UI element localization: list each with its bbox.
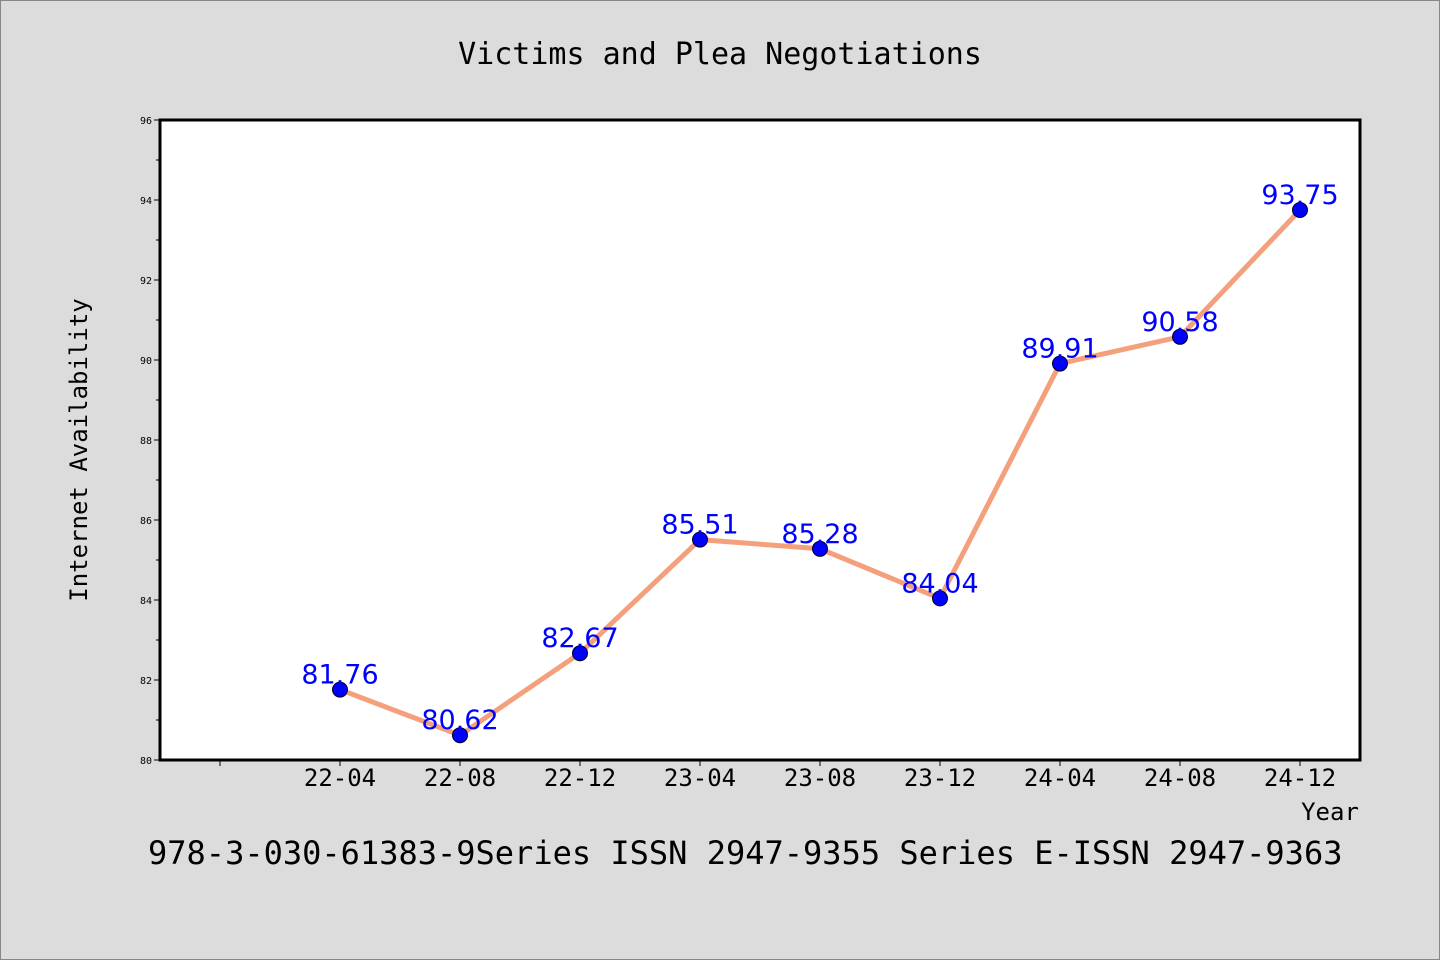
y-tick-label: 86 [140,516,152,527]
x-axis-label: Year [1301,798,1359,826]
data-label: 82.67 [541,623,618,654]
y-tick-label: 82 [140,676,152,687]
data-label: 84.04 [901,568,978,599]
y-tick-label: 96 [140,116,152,127]
x-tick-label: 22-08 [424,764,496,792]
data-point [1172,328,1188,345]
data-label: 80.62 [421,705,498,736]
y-axis: 80 82 84 86 88 90 92 94 96 [140,116,160,767]
data-label: 85.51 [661,510,738,541]
data-point [452,727,468,744]
x-tick-label: 22-12 [544,764,616,792]
y-tick-label: 88 [140,436,152,447]
series-group [332,202,1308,744]
footer-text: 978-3-030-61383-9Series ISSN 2947-9355 S… [148,834,1342,872]
y-tick-label: 94 [140,196,152,207]
x-tick-label: 23-12 [904,764,976,792]
chart-title: Victims and Plea Negotiations [458,37,982,72]
x-tick-label: 23-04 [664,764,736,792]
data-label: 81.76 [301,660,378,691]
y-tick-label: 90 [140,356,152,367]
x-tick-label: 22-04 [304,764,376,792]
x-tick-label: 24-12 [1264,764,1336,792]
data-point [1292,202,1308,218]
data-label: 85.28 [781,519,858,550]
data-label: 90.58 [1141,307,1218,338]
x-axis: 22-04 22-08 22-12 23-04 23-08 23-12 24-04 24-08… [219,760,1336,792]
data-point [1052,355,1068,372]
x-tick-label: 24-04 [1024,764,1096,792]
data-label: 89.91 [1021,334,1098,365]
x-tick-label: 23-08 [784,764,856,792]
data-point [572,645,588,662]
data-label: 93.75 [1261,180,1338,211]
data-label-group: 81.76 80.62 82.67 85.51 85.28 84.04 89.91 90.58… [301,180,1338,736]
data-point [692,531,708,548]
plot-area [158,118,1362,762]
data-point [812,540,828,557]
y-axis-label: Internet Availability [65,298,93,601]
data-point [932,590,948,607]
data-point [332,681,348,698]
y-tick-label: 80 [140,756,152,767]
y-tick-label: 92 [140,276,152,287]
y-tick-label: 84 [140,596,152,607]
x-tick-label: 24-08 [1144,764,1216,792]
